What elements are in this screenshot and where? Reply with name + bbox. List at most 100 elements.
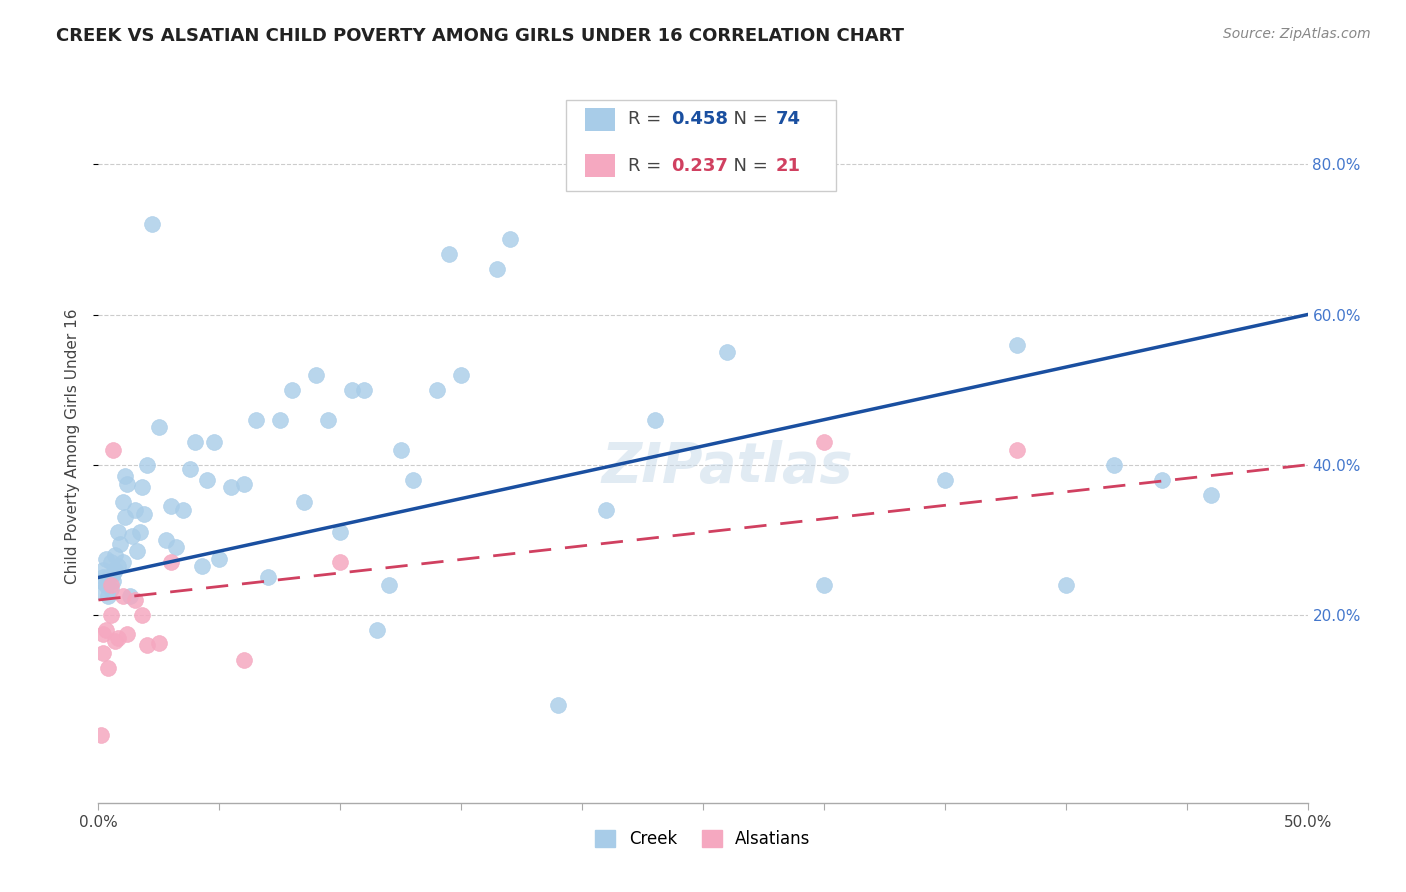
Point (91, 563, 114, 577)
Point (101, 442, 124, 457)
Point (90, 728, 112, 742)
Text: Source: ZipAtlas.com: Source: ZipAtlas.com (1223, 27, 1371, 41)
Point (281, 383, 304, 397)
Point (155, 533, 177, 547)
Point (256, 570, 278, 584)
Point (1152, 473, 1174, 487)
Point (107, 559, 129, 574)
Point (377, 578, 399, 592)
Point (389, 442, 412, 457)
Point (90, 585, 112, 599)
Point (1054, 578, 1077, 592)
Point (232, 653, 254, 667)
Point (134, 507, 156, 521)
Point (131, 480, 153, 494)
Point (104, 563, 127, 577)
Point (450, 368, 472, 382)
Point (165, 541, 187, 555)
Point (135, 458, 157, 472)
Point (813, 578, 835, 592)
Point (148, 636, 170, 650)
Point (595, 503, 617, 517)
Point (195, 473, 218, 487)
Point (644, 413, 666, 427)
Point (716, 345, 738, 359)
Point (498, 232, 520, 246)
Point (118, 589, 141, 603)
Point (437, 247, 460, 261)
FancyBboxPatch shape (585, 108, 614, 130)
Point (101, 574, 124, 589)
Point (111, 589, 134, 603)
Text: ZIPatlas: ZIPatlas (602, 441, 853, 494)
Point (124, 593, 146, 607)
Y-axis label: Child Poverty Among Girls Under 16: Child Poverty Among Girls Under 16 (65, 309, 80, 583)
Point (94, 551, 117, 566)
Point (104, 548, 127, 562)
Point (160, 499, 183, 513)
Point (1199, 488, 1222, 502)
Text: N =: N = (723, 157, 773, 175)
FancyBboxPatch shape (567, 100, 837, 191)
FancyBboxPatch shape (585, 154, 614, 177)
Point (160, 556, 183, 570)
Point (366, 623, 388, 637)
Point (191, 559, 214, 574)
Text: R =: R = (628, 157, 666, 175)
Point (131, 607, 153, 622)
Point (107, 631, 129, 645)
Point (179, 461, 201, 475)
Point (104, 634, 127, 648)
Point (117, 476, 139, 491)
Text: 0.237: 0.237 (672, 157, 728, 175)
Point (124, 503, 146, 517)
Point (342, 383, 364, 397)
Point (353, 383, 375, 397)
Point (813, 435, 835, 450)
Point (117, 627, 139, 641)
Point (94, 623, 117, 637)
Point (97, 660, 120, 674)
Point (107, 525, 129, 540)
Text: 21: 21 (776, 157, 800, 175)
Point (329, 556, 352, 570)
Point (100, 578, 122, 592)
Point (305, 368, 328, 382)
Point (1007, 337, 1029, 351)
Point (114, 510, 136, 524)
Text: N =: N = (723, 111, 773, 128)
Point (108, 536, 131, 550)
Point (329, 525, 352, 540)
Point (1102, 458, 1125, 472)
Point (148, 420, 170, 434)
Text: CREEK VS ALSATIAN CHILD POVERTY AMONG GIRLS UNDER 16 CORRELATION CHART: CREEK VS ALSATIAN CHILD POVERTY AMONG GI… (56, 27, 904, 45)
Point (269, 413, 291, 427)
Point (486, 262, 509, 277)
Point (426, 383, 449, 397)
Point (221, 480, 243, 494)
Point (402, 473, 425, 487)
Point (121, 529, 143, 543)
Point (127, 544, 149, 558)
Point (128, 525, 150, 540)
Point (111, 556, 134, 570)
Point (94, 578, 117, 592)
Point (204, 435, 226, 450)
Text: 0.458: 0.458 (672, 111, 728, 128)
Text: 74: 74 (776, 111, 800, 128)
Point (316, 413, 339, 427)
Point (114, 469, 136, 483)
Point (232, 476, 254, 491)
Point (97, 570, 120, 584)
Point (135, 638, 157, 652)
Text: R =: R = (628, 111, 666, 128)
Point (91, 646, 114, 660)
Point (101, 566, 124, 581)
Point (111, 495, 134, 509)
Point (90, 574, 112, 589)
Point (141, 218, 163, 232)
Point (934, 473, 956, 487)
Point (100, 582, 122, 596)
Point (1007, 442, 1029, 457)
Point (100, 607, 122, 622)
